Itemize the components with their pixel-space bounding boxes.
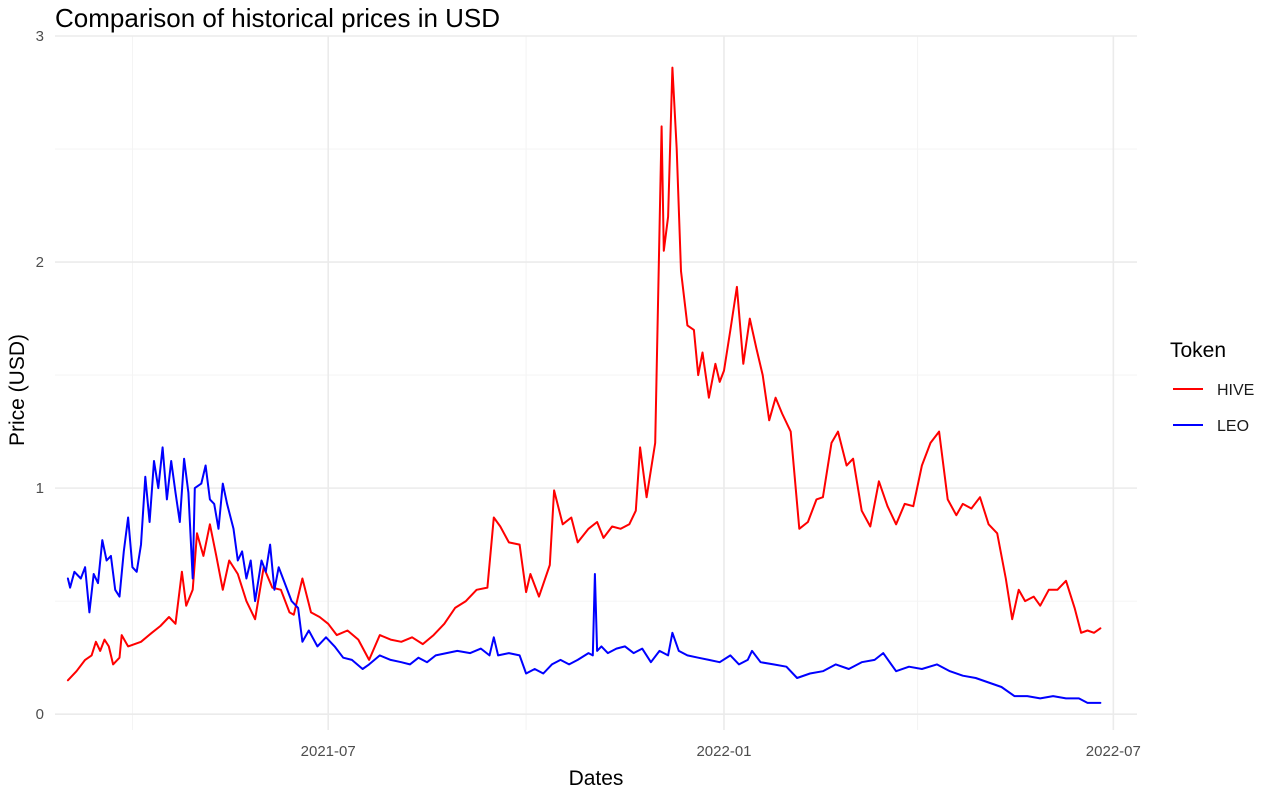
x-axis-title: Dates xyxy=(569,767,624,790)
legend-label-hive: HIVE xyxy=(1217,382,1254,399)
grid xyxy=(55,35,1137,730)
x-tick-label: 2022-01 xyxy=(696,743,751,760)
series-layer xyxy=(66,66,1102,704)
y-tick-label: 1 xyxy=(36,480,44,497)
legend-title: Token xyxy=(1170,339,1226,362)
y-axis: 0 1 2 3 xyxy=(36,28,44,723)
y-tick-label: 3 xyxy=(36,28,44,45)
series-line-hive xyxy=(66,66,1102,682)
chart-title: Comparison of historical prices in USD xyxy=(55,3,500,33)
x-axis: 2021-07 2022-01 2022-07 xyxy=(301,743,1141,760)
x-tick-label: 2022-07 xyxy=(1086,743,1141,760)
series-line-leo xyxy=(66,446,1102,704)
y-tick-label: 2 xyxy=(36,254,44,271)
y-tick-label: 0 xyxy=(36,706,44,723)
y-axis-title: Price (USD) xyxy=(6,334,29,446)
legend-label-leo: LEO xyxy=(1217,418,1249,435)
legend: Token HIVE LEO xyxy=(1170,339,1254,435)
x-tick-label: 2021-07 xyxy=(301,743,356,760)
